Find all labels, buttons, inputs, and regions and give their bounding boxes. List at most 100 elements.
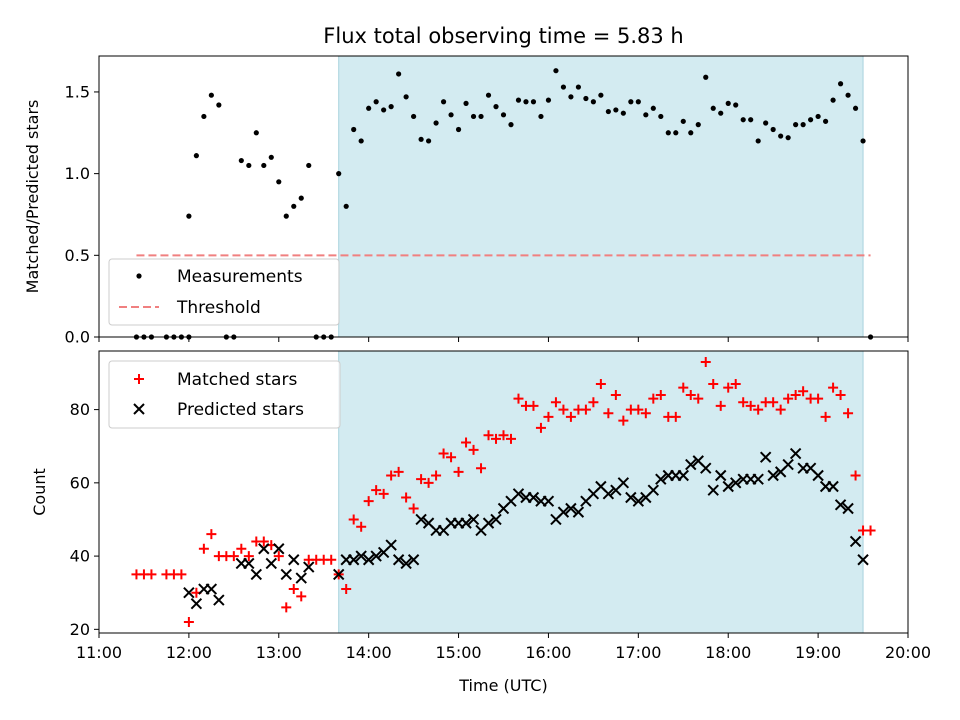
data-point-measurement — [336, 171, 342, 177]
legend-x-glyph — [133, 403, 145, 415]
data-point-measurement — [560, 84, 567, 90]
data-point-predicted — [632, 495, 645, 507]
data-point-measurement — [418, 136, 424, 142]
data-point-matched — [281, 602, 292, 613]
data-point-predicted — [280, 568, 292, 581]
data-point-predicted — [303, 561, 315, 573]
data-point-matched — [446, 452, 457, 463]
data-point-matched — [371, 485, 382, 496]
data-point-measurement — [755, 138, 761, 144]
data-point-measurement — [396, 71, 402, 77]
data-point-measurement — [545, 97, 552, 103]
data-point-matched — [550, 397, 561, 408]
bottom-axes-frame — [98, 350, 909, 634]
data-point-matched — [528, 400, 539, 411]
top-axis-ticks: 0.0 0.5 1.0 1.5 — [65, 82, 909, 347]
data-point-matched — [505, 433, 516, 444]
data-point-matched — [865, 525, 876, 536]
data-point-measurement — [268, 154, 274, 160]
data-point-predicted — [849, 535, 862, 548]
y-tick-label: 0.5 — [65, 246, 90, 265]
data-point-matched — [183, 617, 194, 628]
data-point-matched — [655, 389, 666, 400]
data-point-matched — [461, 437, 472, 448]
data-point-predicted — [767, 469, 779, 482]
bottom-panel: 20 40 60 80 11:00 12:00 13:00 14:00 15:00 16:00 17… — [30, 350, 931, 695]
data-point-measurement — [763, 120, 769, 126]
data-point-predicted — [467, 513, 480, 526]
y-tick-label: 1.5 — [65, 82, 90, 101]
data-point-matched — [326, 554, 337, 565]
x-tick-label: 20:00 — [885, 643, 931, 662]
data-point-predicted — [557, 506, 570, 518]
data-point-predicted — [355, 550, 367, 562]
data-point-matched — [513, 393, 524, 404]
data-point-matched — [363, 496, 374, 507]
data-point-matched — [693, 393, 704, 404]
data-point-predicted — [789, 447, 802, 460]
data-point-measurement — [793, 122, 799, 128]
data-point-measurement — [388, 104, 394, 110]
data-point-measurement — [186, 213, 192, 219]
data-point-matched — [483, 430, 494, 441]
data-point-predicted — [385, 539, 397, 551]
data-point-matched — [146, 569, 157, 580]
x-tick-label: 11:00 — [76, 643, 122, 662]
data-point-measurement — [568, 94, 574, 100]
data-point-predicted — [700, 462, 712, 474]
data-point-matched — [431, 470, 442, 481]
data-point-matched — [206, 529, 217, 540]
data-point-predicted — [190, 597, 203, 610]
data-point-matched — [356, 521, 367, 532]
data-point-measurement — [815, 113, 821, 120]
data-point-predicted — [827, 480, 839, 493]
data-point-predicted — [273, 543, 285, 555]
legend-label-matched-stars: Matched stars — [177, 370, 297, 390]
data-point-predicted — [565, 502, 577, 515]
data-point-measurement — [366, 105, 372, 111]
data-point-measurement — [680, 118, 686, 124]
bottom-axis-ticks: 20 40 60 80 11:00 12:00 13:00 14:00 15:00 16:00 17… — [70, 400, 931, 662]
data-point-predicted — [243, 557, 255, 570]
data-point-matched — [843, 408, 854, 419]
top-axes-frame — [98, 55, 909, 338]
x-tick-label: 13:00 — [256, 643, 302, 662]
bottom-plot-marks — [131, 351, 876, 633]
data-point-matched — [273, 551, 284, 562]
data-point-matched — [416, 474, 427, 485]
data-point-predicted — [707, 484, 719, 496]
data-point-predicted — [362, 554, 375, 566]
x-tick-label: 18:00 — [705, 643, 751, 662]
data-point-measurement — [515, 97, 522, 103]
data-point-matched — [565, 411, 576, 422]
legend-marker-predicted-stars — [133, 403, 145, 415]
data-point-matched — [535, 422, 546, 433]
data-point-predicted — [400, 557, 412, 570]
data-point-matched — [685, 389, 696, 400]
x-axis-label: Time (UTC) — [458, 676, 547, 695]
data-point-matched — [498, 430, 509, 441]
data-point-measurement — [823, 118, 829, 124]
data-point-measurement — [635, 99, 641, 105]
data-point-measurement — [425, 138, 432, 144]
top-shaded-region — [338, 56, 864, 337]
data-point-matched — [348, 514, 359, 525]
data-point-predicted — [392, 554, 405, 566]
data-point-matched — [708, 378, 719, 389]
data-point-predicted — [347, 554, 360, 566]
data-point-measurement — [246, 162, 252, 169]
data-point-predicted — [685, 458, 697, 471]
data-point-matched — [820, 411, 831, 422]
y-tick-label: 20 — [70, 620, 90, 639]
x-tick-label: 15:00 — [436, 643, 482, 662]
data-point-predicted — [490, 513, 502, 526]
data-point-matched — [378, 488, 389, 499]
data-point-predicted — [572, 506, 585, 518]
x-tick-label: 17:00 — [615, 643, 661, 662]
data-point-measurement — [710, 105, 716, 111]
data-point-predicted — [288, 554, 300, 566]
data-point-measurement — [673, 130, 679, 136]
bottom-legend: Matched stars Predicted stars — [108, 360, 341, 429]
data-point-matched — [700, 356, 711, 367]
